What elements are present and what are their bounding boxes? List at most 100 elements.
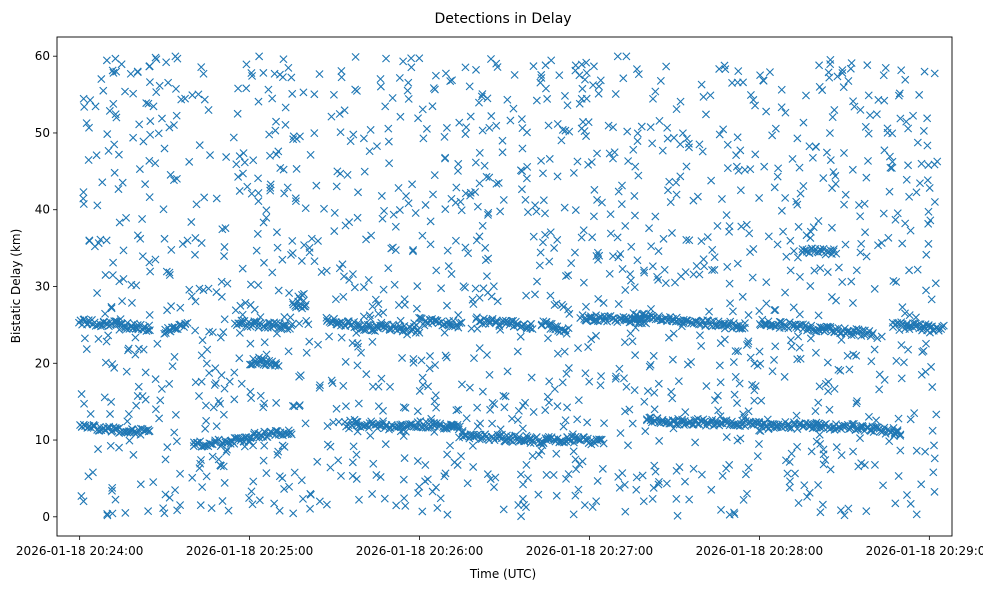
detection-point bbox=[171, 84, 180, 93]
detection-point bbox=[633, 256, 642, 265]
detection-point bbox=[235, 152, 244, 161]
detection-point bbox=[785, 477, 794, 486]
detection-point bbox=[571, 61, 580, 70]
detection-point bbox=[178, 240, 187, 249]
detection-point bbox=[109, 68, 118, 77]
detection-point bbox=[764, 232, 773, 241]
detection-point bbox=[98, 178, 107, 187]
detection-point bbox=[446, 441, 454, 450]
detection-point bbox=[295, 372, 304, 381]
detection-point bbox=[109, 258, 118, 267]
detection-point bbox=[254, 174, 263, 183]
detection-point bbox=[559, 303, 568, 312]
detection-point bbox=[345, 218, 354, 227]
detection-point bbox=[457, 206, 466, 215]
detection-point bbox=[328, 379, 337, 388]
detection-point bbox=[202, 416, 211, 425]
detection-point bbox=[521, 398, 530, 407]
detection-point bbox=[630, 211, 639, 220]
detection-point bbox=[788, 154, 797, 163]
detection-point bbox=[898, 303, 907, 312]
detection-point bbox=[593, 195, 602, 204]
detection-point bbox=[901, 219, 910, 228]
detection-point bbox=[667, 228, 676, 237]
detection-point bbox=[424, 382, 433, 391]
detection-point bbox=[339, 292, 348, 301]
detection-point bbox=[650, 405, 659, 414]
detection-point bbox=[927, 295, 936, 304]
detection-point bbox=[826, 322, 835, 331]
detection-point bbox=[217, 277, 226, 286]
detection-point bbox=[669, 424, 678, 433]
detection-point bbox=[561, 126, 570, 135]
detection-point bbox=[832, 249, 841, 258]
detection-point bbox=[485, 123, 494, 132]
detection-point bbox=[751, 150, 760, 159]
detection-point bbox=[669, 329, 678, 338]
detection-point bbox=[167, 245, 176, 254]
detection-point bbox=[208, 452, 217, 461]
detection-point bbox=[368, 489, 377, 498]
detection-point bbox=[645, 413, 654, 422]
detection-point bbox=[923, 114, 932, 123]
detection-point bbox=[934, 324, 943, 333]
detection-point bbox=[872, 416, 881, 425]
detection-point bbox=[676, 172, 685, 181]
detection-point bbox=[483, 94, 492, 103]
detection-point bbox=[348, 471, 357, 480]
detection-point bbox=[744, 407, 753, 416]
detection-point bbox=[856, 434, 864, 443]
detection-point bbox=[161, 325, 170, 334]
detection-point bbox=[886, 163, 895, 172]
detection-point bbox=[896, 114, 905, 123]
detection-point bbox=[685, 495, 694, 504]
detection-point bbox=[421, 461, 430, 469]
detection-point bbox=[610, 148, 619, 157]
detection-point bbox=[298, 494, 307, 503]
detection-point bbox=[615, 483, 624, 492]
detection-point bbox=[381, 440, 390, 449]
detection-point bbox=[756, 71, 765, 80]
detection-point bbox=[454, 405, 463, 414]
detection-point bbox=[414, 489, 423, 498]
detection-point bbox=[746, 90, 755, 99]
detection-point bbox=[684, 143, 693, 152]
detection-point bbox=[543, 94, 552, 103]
detection-point bbox=[655, 436, 664, 445]
detection-point bbox=[107, 304, 116, 313]
detection-point bbox=[613, 52, 622, 61]
detection-point bbox=[490, 483, 498, 492]
detection-point bbox=[161, 490, 170, 499]
detection-point bbox=[837, 451, 846, 460]
detection-point bbox=[151, 159, 160, 168]
detection-point bbox=[675, 463, 684, 472]
detection-point bbox=[681, 477, 689, 486]
detection-point bbox=[348, 338, 357, 347]
detection-point bbox=[300, 241, 309, 250]
detection-point bbox=[161, 455, 170, 464]
detection-point bbox=[237, 379, 246, 388]
detection-point bbox=[800, 481, 809, 490]
detection-point bbox=[529, 62, 538, 71]
detection-point bbox=[281, 120, 290, 129]
detection-point bbox=[526, 324, 535, 333]
detection-point bbox=[441, 69, 450, 78]
detection-point bbox=[904, 161, 913, 170]
detection-point bbox=[768, 131, 777, 140]
detection-point bbox=[734, 166, 743, 175]
detection-point bbox=[564, 364, 573, 373]
detection-point bbox=[867, 330, 876, 339]
detection-point bbox=[906, 226, 915, 235]
detection-point bbox=[656, 76, 665, 85]
detection-point bbox=[441, 205, 450, 214]
detection-point bbox=[292, 164, 301, 173]
detection-point bbox=[722, 211, 731, 220]
detection-point bbox=[649, 483, 658, 492]
detection-point bbox=[762, 321, 771, 330]
detection-point bbox=[626, 270, 635, 279]
detection-point bbox=[870, 345, 879, 354]
detection-point bbox=[366, 314, 375, 323]
detection-point bbox=[452, 406, 461, 415]
detection-point bbox=[192, 200, 201, 209]
detection-point bbox=[838, 66, 847, 75]
